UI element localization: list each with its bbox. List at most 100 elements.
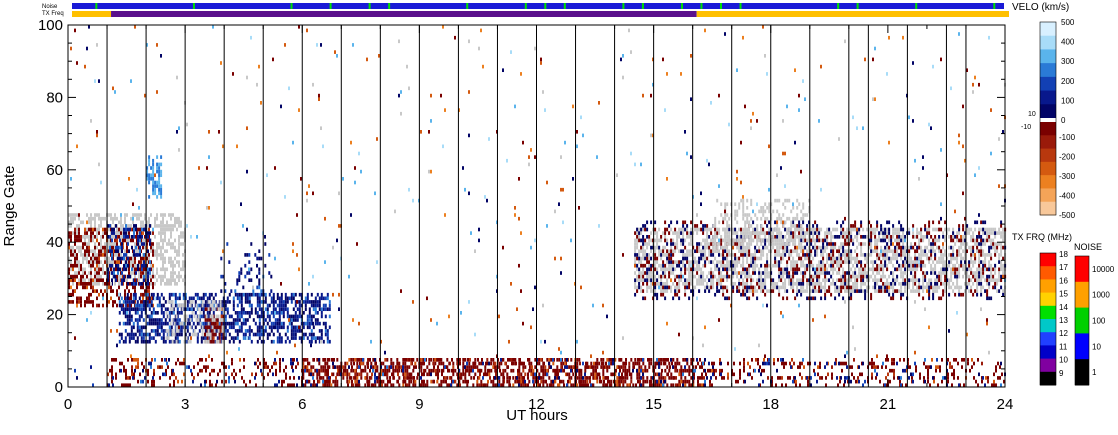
scatter-cell: [644, 263, 647, 268]
scatter-cell: [884, 238, 887, 243]
scatter-cell: [118, 231, 120, 235]
scatter-cell: [280, 292, 283, 297]
scatter-cell: [916, 278, 919, 283]
scatter-cell: [310, 292, 313, 297]
scatter-cell: [138, 213, 140, 217]
scatter-cell: [726, 256, 729, 261]
scatter-cell: [926, 231, 929, 235]
scatter-cell: [790, 249, 793, 254]
scatter-cell: [133, 282, 135, 286]
scatter-cell: [836, 227, 839, 232]
scatter-cell: [924, 249, 927, 254]
scatter-cell: [944, 271, 947, 275]
scatter-cell: [698, 282, 701, 286]
scatter-cell: [654, 267, 657, 272]
scatter-cell: [642, 235, 645, 239]
scatter-cell: [712, 249, 715, 254]
scatter-cell: [726, 267, 729, 272]
scatter-cell: [258, 332, 261, 337]
scatter-cell: [826, 289, 829, 293]
scatter-cell: [178, 329, 181, 333]
scatter-cell: [160, 321, 163, 326]
scatter-cell: [180, 242, 182, 246]
scatter-cell: [638, 231, 641, 235]
scatter-cell: [640, 285, 643, 290]
scatter-cell: [670, 260, 673, 264]
scatter-cell: [890, 249, 893, 254]
scatter-cell: [644, 242, 647, 246]
scatter-cell: [146, 321, 149, 326]
scatter-cell: [710, 249, 713, 254]
scatter-cell: [908, 267, 911, 272]
scatter-cell: [172, 227, 174, 232]
scatter-cell: [796, 271, 799, 275]
scatter-cell: [178, 238, 180, 243]
scatter-cell: [646, 220, 649, 225]
scatter-cell: [238, 339, 241, 344]
scatter-cell: [230, 321, 233, 326]
scatter-cell: [200, 339, 203, 344]
scatter-cell: [890, 271, 893, 275]
scatter-cell: [162, 321, 165, 326]
scatter-cell: [804, 256, 807, 261]
scatter-cell: [886, 253, 889, 257]
scatter-cell: [640, 289, 643, 293]
scatter-cell: [798, 220, 801, 225]
scatter-cell: [148, 321, 151, 326]
scatter-cell: [752, 253, 755, 257]
scatter-cell: [112, 216, 114, 221]
scatter-cell: [860, 289, 863, 293]
scatter-cell: [786, 263, 789, 268]
scatter-cell: [656, 235, 659, 239]
scatter-cell: [217, 307, 220, 312]
scatter-cell: [840, 227, 843, 232]
scatter-cell: [164, 339, 167, 344]
scatter-cell: [690, 242, 693, 246]
scatter-cell: [788, 271, 791, 275]
scatter-cell: [152, 282, 154, 286]
scatter-cell: [884, 263, 887, 268]
scatter-cell: [754, 235, 757, 239]
scatter-cell: [296, 329, 299, 333]
scatter-cell: [792, 256, 795, 261]
scatter-cell: [850, 253, 853, 257]
scatter-cell: [778, 253, 781, 257]
scatter-cell: [656, 282, 659, 286]
scatter-cell: [92, 238, 94, 243]
scatter-cell: [940, 260, 943, 264]
scatter-cell: [902, 292, 905, 297]
scatter-cell: [850, 235, 853, 239]
scatter-cell: [178, 271, 180, 275]
scatter-cell: [722, 260, 725, 264]
scatter-cell: [96, 227, 98, 232]
scatter-cell: [816, 231, 819, 235]
txfreq-strip-label: TX Freq: [42, 11, 64, 17]
scatter-cell: [964, 267, 967, 272]
scatter-cell: [674, 274, 677, 279]
scatter-cell: [127, 242, 129, 246]
scatter-cell: [140, 336, 143, 340]
scatter-cell: [722, 274, 725, 279]
scatter-cell: [178, 332, 181, 337]
scatter-cell: [104, 282, 106, 286]
scatter-cell: [842, 249, 845, 254]
scatter-cell: [148, 256, 150, 261]
scatter-cell: [111, 238, 113, 243]
scatter-cell: [174, 292, 177, 297]
scatter-cell: [882, 227, 885, 232]
scatter-cell: [142, 224, 144, 228]
scatter-cell: [808, 278, 811, 283]
scatter-cell: [866, 274, 869, 279]
scatter-cell: [168, 325, 171, 330]
scatter-cell: [98, 224, 100, 228]
scatter-cell: [920, 238, 923, 243]
scatter-cell: [158, 245, 160, 250]
scatter-cell: [676, 220, 679, 225]
scatter-cell: [646, 256, 649, 261]
scatter-cell: [928, 238, 931, 243]
scatter-cell: [146, 253, 148, 257]
scatter-cell: [244, 311, 247, 315]
scatter-cell: [74, 235, 76, 239]
scatter-cell: [890, 282, 893, 286]
scatter-cell: [816, 249, 819, 254]
